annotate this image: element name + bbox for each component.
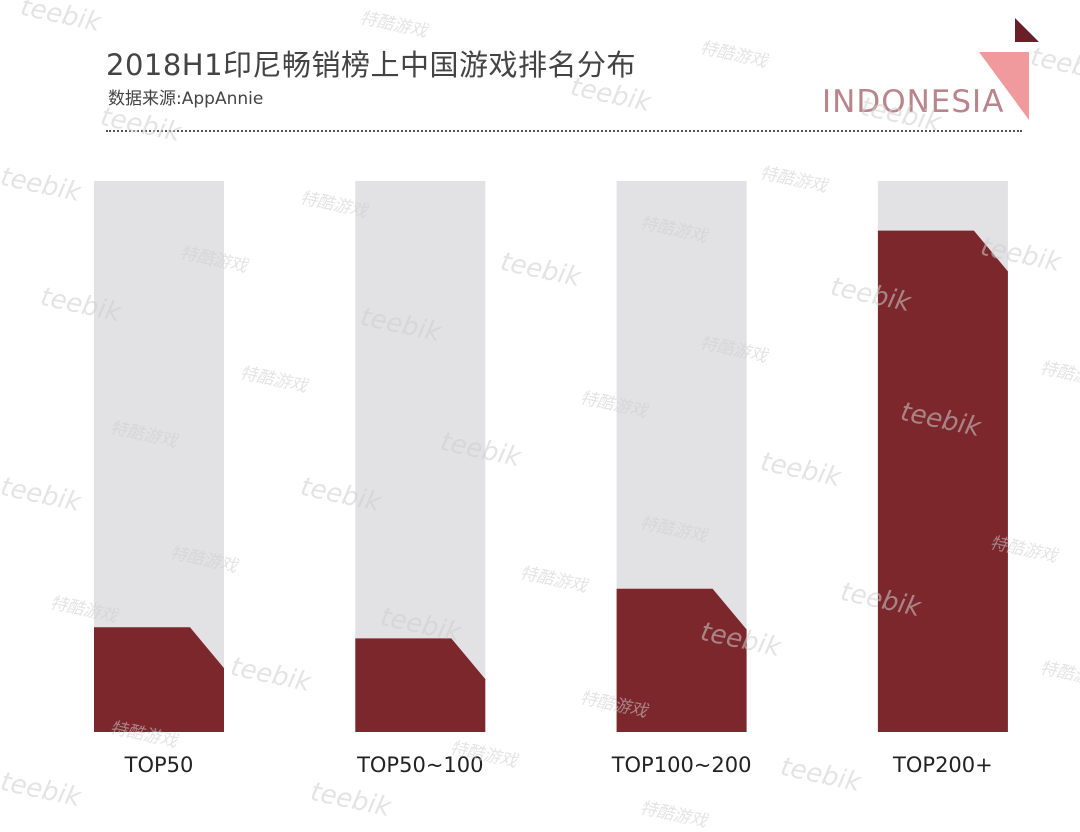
data-source-label: 数据来源:AppAnnie xyxy=(108,89,264,109)
logo-pink-triangle xyxy=(979,52,1029,120)
x-tick-label-1: TOP50~100 xyxy=(356,753,483,777)
bar-2 xyxy=(616,588,747,732)
x-tick-label-3: TOP200+ xyxy=(892,753,993,777)
x-tick-label-0: TOP50 xyxy=(124,753,194,777)
logo-dark-triangle xyxy=(1015,18,1039,42)
bar-3 xyxy=(877,230,1008,732)
chart-title: 2018H1印尼畅销榜上中国游戏排名分布 xyxy=(106,48,637,82)
header-divider xyxy=(106,130,1022,132)
bar-0 xyxy=(94,627,224,732)
bar-1 xyxy=(355,638,486,732)
country-brand-label: INDONESIA xyxy=(822,84,1005,120)
corner-logo-icon xyxy=(979,18,1039,120)
x-tick-label-2: TOP100~200 xyxy=(611,753,752,777)
